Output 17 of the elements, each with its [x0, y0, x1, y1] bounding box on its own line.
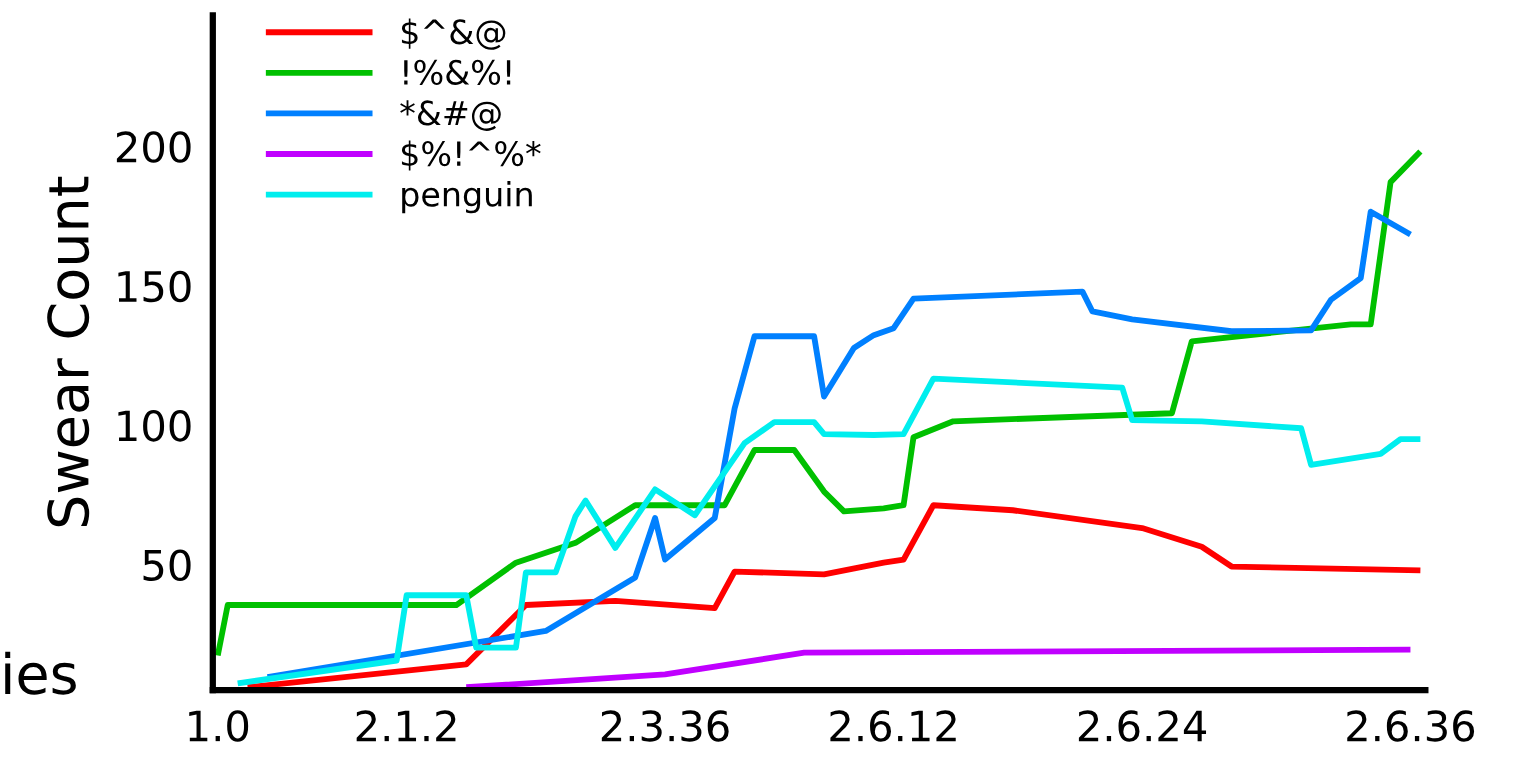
- y-tick-label: 100: [118, 410, 191, 442]
- x-tick-label: 2.6.24: [1078, 710, 1207, 742]
- x-tick-label: 1.0: [189, 710, 249, 742]
- x-tick-label: 2.3.36: [601, 710, 729, 742]
- y-tick-label: 150: [118, 270, 191, 303]
- text: ies: [5, 651, 76, 695]
- legend-label: penguin: [402, 180, 532, 214]
- legend-label: $%!^%*: [401, 140, 541, 171]
- y-axis-title: Swear Count: [47, 176, 90, 527]
- legend-label: !%&%!: [404, 59, 511, 85]
- x-tick-label: 2.6.36: [1347, 710, 1475, 742]
- legend-label: *&#@: [400, 100, 501, 131]
- y-tick-label: 50: [143, 549, 191, 582]
- x-tick-label: 2.1.2: [356, 710, 456, 742]
- x-tick-label: 2.6.12: [830, 710, 956, 742]
- legend-label: $^&@: [401, 18, 506, 50]
- y-tick-label: 200: [116, 131, 191, 163]
